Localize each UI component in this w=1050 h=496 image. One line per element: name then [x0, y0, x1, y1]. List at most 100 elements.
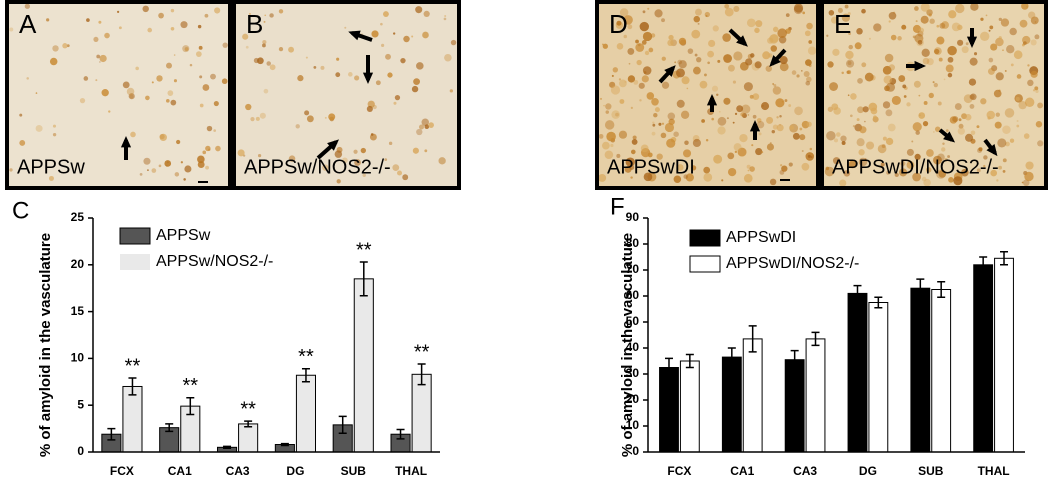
stain-blob — [166, 99, 170, 103]
stain-blob — [850, 114, 853, 118]
stain-blob — [630, 149, 636, 155]
stain-blob — [680, 110, 690, 119]
stain-blob — [52, 133, 57, 137]
stain-blob — [780, 164, 783, 167]
stain-blob — [771, 129, 776, 134]
stain-blob — [624, 80, 627, 83]
stain-blob — [801, 70, 803, 72]
stain-blob — [601, 141, 610, 150]
stain-blob — [881, 144, 886, 149]
stain-blob — [647, 7, 650, 10]
stain-blob — [46, 18, 50, 22]
x-tick-label: DG — [286, 464, 304, 478]
stain-blob — [880, 162, 885, 167]
stain-blob — [661, 122, 665, 125]
stain-blob — [1002, 158, 1007, 163]
bar — [973, 264, 994, 453]
error-bar — [280, 442, 289, 447]
stain-blob — [1024, 97, 1035, 107]
stain-blob — [1002, 125, 1011, 134]
stain-blob — [995, 72, 1004, 81]
stain-blob — [990, 43, 998, 51]
error-bar — [874, 296, 883, 309]
stain-blob — [610, 85, 621, 95]
stain-blob — [857, 106, 864, 114]
stain-blob — [920, 2, 930, 12]
significance-marker: ** — [240, 398, 256, 420]
stain-blob — [864, 72, 874, 82]
stain-blob — [749, 94, 754, 99]
stain-blob — [354, 75, 360, 81]
stain-blob — [906, 161, 915, 169]
stain-blob — [858, 149, 865, 156]
stain-blob — [841, 141, 846, 146]
stain-blob — [704, 73, 707, 77]
stain-blob — [413, 78, 420, 86]
x-tick-label: DG — [859, 464, 877, 478]
stain-blob — [1021, 2, 1029, 10]
arrow-head — [348, 30, 361, 41]
error-bar — [916, 278, 925, 299]
stain-blob — [118, 26, 122, 30]
stain-blob — [139, 172, 143, 176]
stain-blob — [920, 15, 929, 24]
stain-blob — [923, 101, 928, 105]
stain-blob — [336, 57, 340, 61]
stain-blob — [827, 61, 834, 68]
stain-blob — [1024, 171, 1034, 182]
stain-blob — [130, 131, 136, 138]
error-bar — [186, 396, 195, 416]
stain-blob — [643, 172, 653, 182]
bar — [721, 356, 742, 453]
stain-blob — [164, 160, 172, 167]
stain-blob — [156, 75, 163, 82]
stain-blob — [754, 61, 762, 69]
stain-blob — [788, 104, 792, 107]
stain-blob — [199, 103, 204, 108]
stain-blob — [948, 10, 957, 19]
stain-blob — [632, 135, 637, 140]
stain-blob — [1030, 16, 1039, 25]
stain-blob — [756, 120, 765, 129]
arrow-head — [986, 144, 998, 157]
stain-blob — [705, 139, 709, 142]
stain-blob — [846, 59, 855, 68]
stain-blob — [942, 142, 945, 145]
stain-blob — [938, 170, 947, 178]
panel-letter: F — [610, 193, 625, 220]
stain-blob — [1016, 124, 1020, 128]
stain-blob — [684, 140, 689, 146]
stain-blob — [944, 158, 948, 162]
arrow-head — [769, 55, 781, 67]
stain-blob — [722, 33, 731, 42]
stain-blob — [616, 153, 621, 158]
stain-blob — [926, 149, 934, 157]
stain-blob — [695, 8, 702, 16]
stain-blob — [1037, 102, 1044, 109]
stain-blob — [724, 3, 730, 9]
stain-blob — [676, 99, 685, 108]
stain-blob — [772, 83, 775, 85]
stain-blob — [912, 122, 922, 132]
stain-blob — [611, 110, 620, 119]
stain-blob — [965, 133, 974, 142]
stain-blob — [951, 22, 961, 32]
y-tick-label: 25 — [71, 210, 85, 224]
stain-blob — [83, 76, 89, 81]
stain-blob — [173, 79, 177, 83]
stain-blob — [733, 51, 743, 61]
stain-blob — [635, 43, 645, 52]
stain-blob — [392, 164, 400, 171]
stain-blob — [221, 78, 228, 85]
stain-blob — [841, 71, 844, 75]
x-tick-label: FCX — [110, 464, 134, 478]
stain-blob — [831, 16, 839, 24]
stain-blob — [170, 99, 177, 106]
stain-blob — [755, 20, 763, 28]
panel-letter: E — [834, 9, 851, 39]
arrow-head — [327, 139, 339, 151]
stain-blob — [912, 172, 921, 182]
stain-blob — [754, 27, 760, 34]
stain-blob — [1028, 11, 1036, 19]
y-tick-label: 0 — [77, 444, 84, 458]
